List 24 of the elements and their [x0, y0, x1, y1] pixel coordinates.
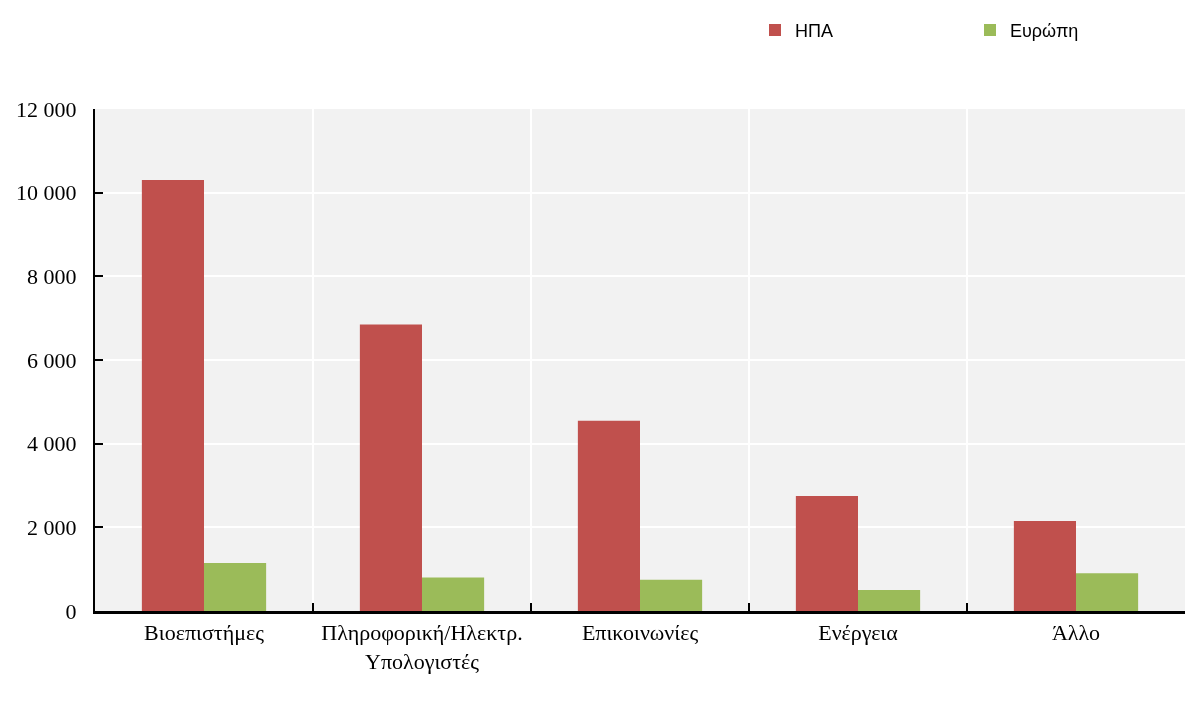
- bar: [1013, 521, 1076, 611]
- x-tick-label: Ενέργεια: [818, 620, 899, 646]
- bar: [640, 579, 703, 611]
- y-tick-label: 4 000: [27, 431, 77, 457]
- legend-label: Ευρώπη: [1010, 20, 1079, 41]
- bar: [204, 562, 267, 611]
- y-tick-label: 10 000: [16, 180, 77, 206]
- y-tick-label: 6 000: [27, 347, 77, 373]
- bar: [577, 420, 640, 611]
- bar: [795, 495, 858, 611]
- y-tick-label: 0: [65, 598, 77, 624]
- bar: [1076, 573, 1139, 611]
- bar: [359, 324, 422, 611]
- bar: [858, 590, 921, 611]
- bar: [141, 180, 204, 611]
- y-tick-label: 12 000: [16, 96, 77, 122]
- x-tick-label: Άλλο: [1051, 620, 1101, 646]
- bar: [422, 577, 485, 611]
- x-tick-label: Επικοινωνίες: [581, 620, 699, 646]
- legend-label: ΗΠΑ: [795, 20, 834, 41]
- y-tick-label: 2 000: [27, 515, 77, 541]
- x-tick-label: Βιοεπιστήμες: [144, 620, 265, 646]
- y-tick-label: 8 000: [27, 264, 77, 290]
- x-tick-label: Πληροφορική/Ηλεκτρ. Υπολογιστές: [321, 620, 523, 674]
